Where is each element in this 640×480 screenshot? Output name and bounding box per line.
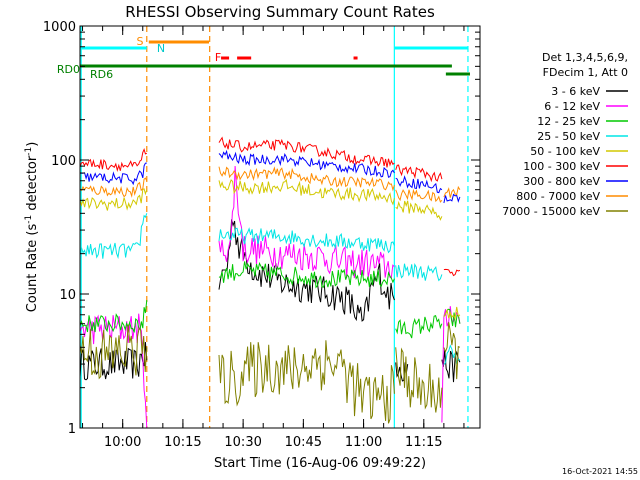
series-line-9-segment-3 [395,347,443,413]
x-tick-label-3: 10:30 [224,435,261,450]
series-line-6-segment-1 [79,148,147,172]
y-tick-label-2: 10 [59,288,76,303]
x-tick-label-1: 10:00 [104,435,141,450]
legend-label-1: 3 - 6 keV [551,85,600,98]
x-axis-label: Start Time (16-Aug-06 09:49:22) [214,456,426,471]
series-line-9-segment-1 [79,324,148,380]
legend-title-line2: FDecim 1, Att 0 [543,66,628,79]
legend-label-9: 7000 - 15000 keV [502,205,600,218]
x-tick-label-5: 11:00 [345,435,382,450]
series-line-5-segment-3 [395,200,443,221]
series-line-5-segment-4 [443,306,461,321]
rd0-flag-label: RD0 [57,63,80,76]
plot-timestamp: 16-Oct-2021 14:55 [562,467,638,476]
series-line-7-segment-3 [395,175,443,194]
legend-label-8: 800 - 7000 keV [516,190,600,203]
series-line-8-segment-3 [395,188,443,203]
rd6-flag-label: RD6 [90,68,113,81]
legend-title-line1: Det 1,3,4,5,6,9, [542,51,628,64]
x-tick-label-4: 10:45 [285,435,322,450]
series-line-2-segment-2 [218,165,395,279]
plot-area [79,26,470,429]
legend-label-6: 100 - 300 keV [523,160,600,173]
series-line-1-segment-2 [218,219,395,322]
series-line-6-segment-2 [218,136,395,168]
series-line-3-segment-3 [395,315,443,339]
axis-ticks: 1 10 100 1000 10:00 10:15 10:30 10:45 11:00 11:15 [43,20,480,450]
f-flag-label: F [215,51,221,64]
series-line-6-segment-4 [443,268,461,277]
series-line-4-segment-3 [395,263,443,282]
series-line-5-segment-2 [218,178,395,206]
series-line-8-segment-4 [443,185,461,198]
x-tick-label-6: 11:15 [405,435,442,450]
legend: 3 - 6 keV 6 - 12 keV 12 - 25 keV 25 - 50 ke… [502,85,628,218]
n-flag-label: N [157,42,165,55]
legend-label-7: 300 - 800 keV [523,175,600,188]
series-line-7-segment-4 [443,193,461,204]
chart-title: RHESSI Observing Summary Count Rates [125,3,435,21]
series-line-4-segment-2 [218,227,395,254]
legend-label-3: 12 - 25 keV [537,115,600,128]
s-flag-label: S [137,35,144,48]
y-tick-label-3: 100 [51,154,76,169]
legend-label-2: 6 - 12 keV [544,100,600,113]
series-line-4-segment-1 [79,213,148,260]
y-axis-label: Count Rate (s-1 detector-1) [24,142,40,313]
series-line-9-segment-2 [218,340,395,424]
y-tick-label-1: 1 [68,422,76,437]
series-line-5-segment-1 [79,188,148,211]
series-line-3-segment-2 [218,261,395,289]
series-line-8-segment-1 [79,177,148,198]
legend-label-5: 50 - 100 keV [530,145,600,158]
y-tick-label-4: 1000 [43,20,76,35]
plot-frame [79,25,481,429]
series-line-7-segment-2 [218,149,395,178]
x-tick-label-2: 10:15 [164,435,201,450]
series-line-8-segment-2 [218,166,395,192]
series-line-3-segment-1 [79,300,148,333]
series-line-9-segment-4 [443,322,461,380]
series-line-7-segment-1 [79,162,147,186]
legend-label-4: 25 - 50 keV [537,130,600,143]
series-line-6-segment-3 [395,164,443,183]
